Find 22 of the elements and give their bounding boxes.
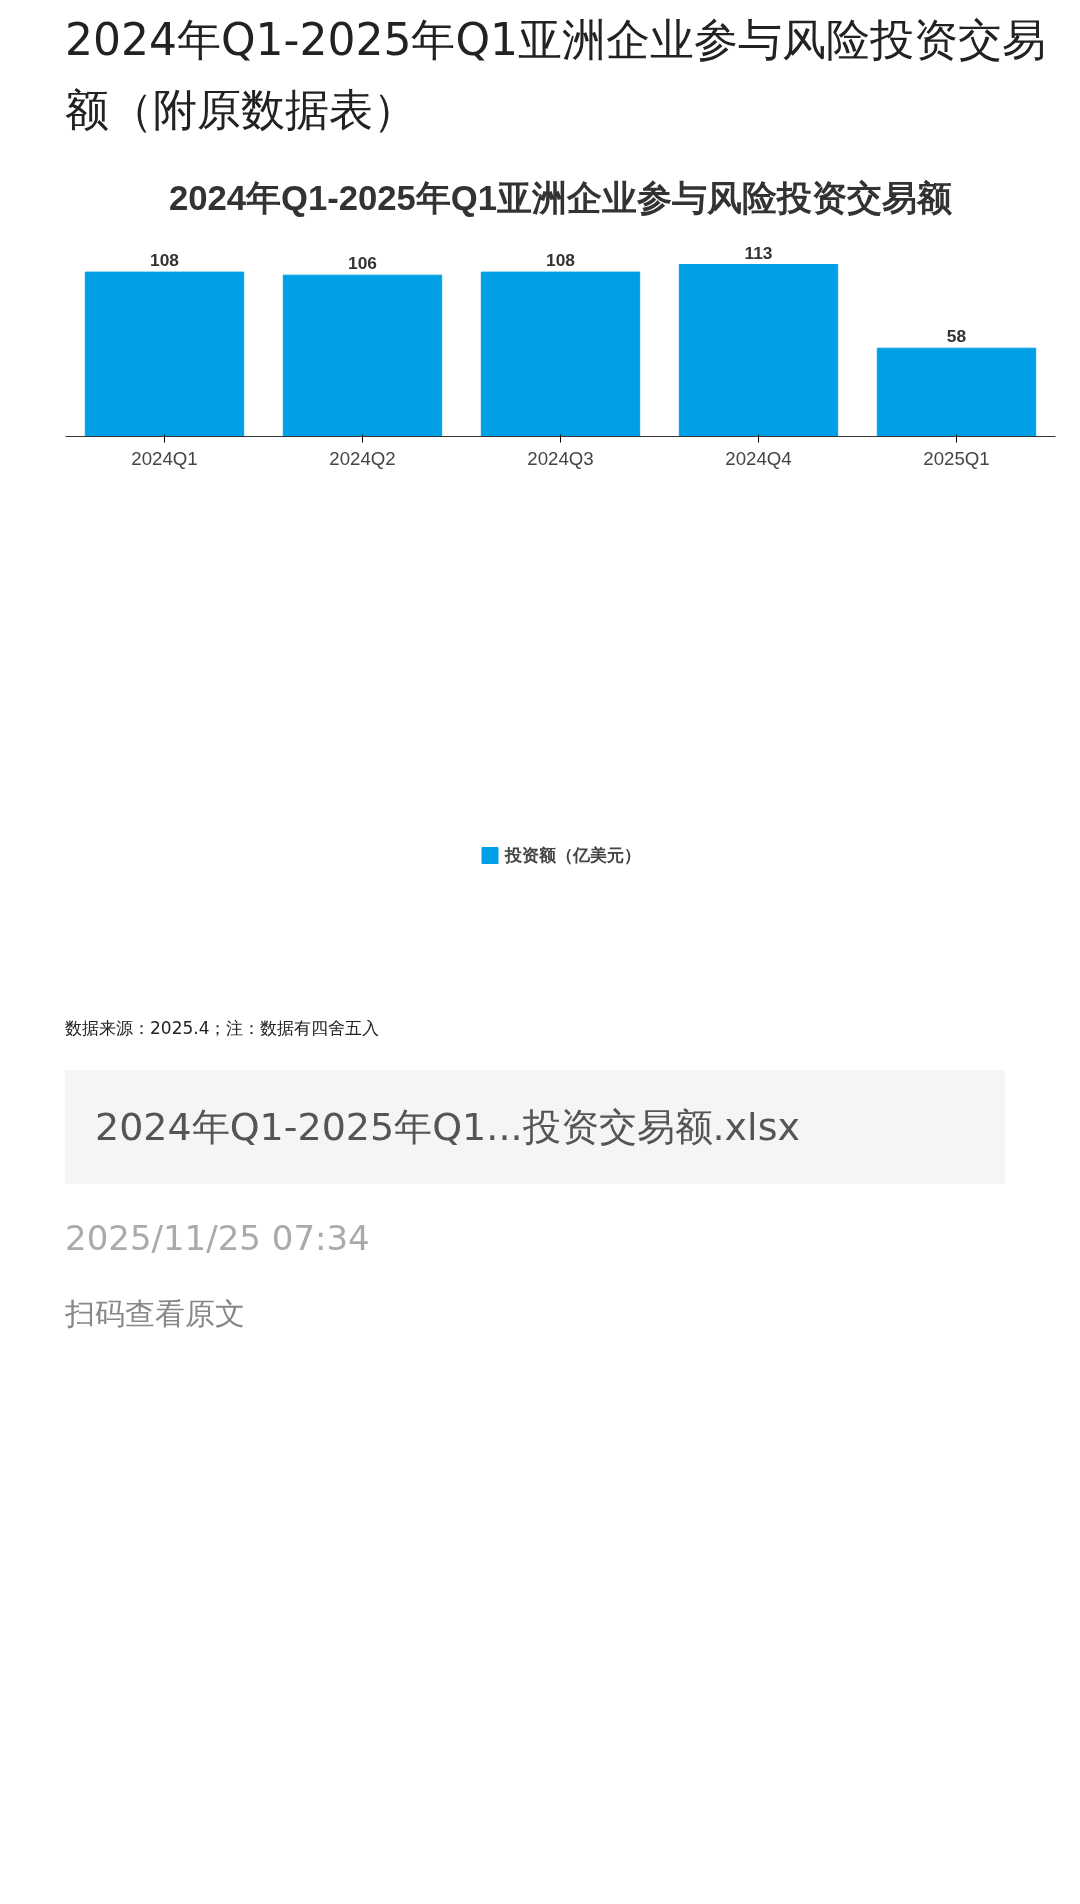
bar [876, 347, 1037, 437]
x-tick-label: 2024Q3 [527, 447, 594, 469]
data-label: 113 [744, 242, 773, 263]
x-tick-label: 2024Q4 [725, 447, 792, 469]
bar [678, 263, 839, 437]
legend-label: 投资额（亿美元） [504, 843, 641, 867]
chart-title: 2024年Q1-2025年Q1亚洲企业参与风险投资交易额（附原数据表） [65, 13, 1048, 138]
text: 2024年Q1-2025年Q1...投资交易额.xlsx [95, 1104, 800, 1152]
x-tick-label: 2024Q1 [131, 447, 198, 469]
chart-subtitle: 2024年Q1-2025年Q1亚洲企业参与风险投资交易额 [168, 178, 953, 217]
data-label: 108 [546, 249, 576, 270]
bar [480, 271, 641, 437]
x-tick-label: 2024Q2 [329, 447, 396, 469]
bar [84, 271, 245, 437]
text: 2025/11/25 07:34 [65, 1217, 370, 1261]
text: 扫码查看原文 [65, 1294, 245, 1333]
source-note: 数据来源：2025.4；注：数据有四舍五入 [65, 1016, 380, 1040]
x-tick-label: 2025Q1 [923, 447, 990, 469]
data-label: 108 [150, 249, 180, 270]
bar [282, 274, 443, 437]
data-label: 58 [946, 326, 967, 346]
data-label: 106 [348, 252, 378, 273]
